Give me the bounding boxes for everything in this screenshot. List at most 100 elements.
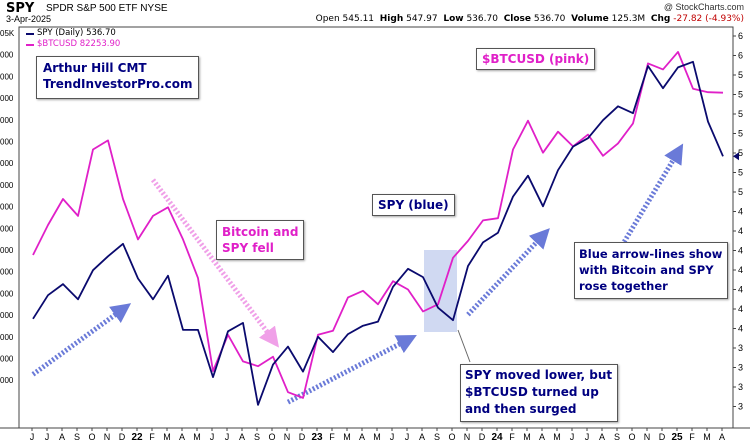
x-tick-label: S [74,432,80,442]
x-tick-label: M [703,432,711,442]
arrow-up-2023 [286,334,417,405]
right-tick-label: 5 [738,109,743,119]
right-tick-label: 5 [738,129,743,139]
trend-arrows [31,143,684,405]
right-tick-label: 3 [738,382,743,392]
x-tick-label: A [419,432,425,442]
left-tick-label: 000 [0,51,14,60]
x-tick-label: A [599,432,605,442]
arrow-down-2022 [151,178,280,348]
chart-legend: SPY (Daily) 536.70 $BTCUSD 82253.90 [26,28,120,50]
left-tick-label: 000 [0,224,14,233]
moved-note-box: SPY moved lower, but $BTCUSD turned up a… [460,364,619,422]
left-tick-label: 000 [0,72,14,81]
divergence-highlight [424,250,471,363]
moved-note-line-1: SPY moved lower, but [465,368,613,382]
x-tick-label: S [434,432,440,442]
x-tick-label: J [390,432,395,442]
x-tick-label: J [45,432,50,442]
legend-label-btc: $BTCUSD 82253.90 [37,39,121,49]
right-tick-label: 6 [738,51,743,61]
chart-header: SPY SPDR S&P 500 ETF NYSE @ StockCharts.… [0,0,750,26]
x-tick-label: F [329,432,335,442]
volume-value: 125.3M [611,14,646,24]
right-tick-label: 3 [738,343,743,353]
left-tick-label: 000 [0,311,14,320]
x-tick-label: D [479,432,486,442]
right-tick-label: 4 [738,324,743,334]
fell-note-line-2: SPY fell [222,241,274,255]
right-tick-label: 3 [738,402,743,412]
spy-label-box: SPY (blue) [372,194,455,216]
x-tick-label: N [644,432,651,442]
author-line-2: TrendInvestorPro.com [43,77,193,91]
left-tick-label: 000 [0,246,14,255]
legend-label-spy: SPY (Daily) 536.70 [37,28,116,38]
btc-series-line [32,51,724,399]
right-tick-label: 5 [738,148,743,158]
left-tick-label: 000 [0,289,14,298]
author-box: Arthur Hill CMT TrendInvestorPro.com [36,56,200,99]
chg-label: Chg [650,14,671,24]
x-tick-label: F [509,432,515,442]
right-tick-label: 5 [738,168,743,178]
quote-summary: Open 545.11 High 547.97 Low 536.70 Close… [316,14,744,24]
x-tick-label: M [523,432,531,442]
x-tick-label: 24 [491,432,503,443]
x-tick-label: D [659,432,666,442]
x-tick-label: F [149,432,155,442]
price-lines [32,51,739,406]
x-tick-label: J [30,432,35,442]
legend-swatch-btc [26,43,34,46]
left-tick-label: 000 [0,355,14,364]
arrows-note-box: Blue arrow-lines show with Bitcoin and S… [574,242,729,299]
fell-note-line-1: Bitcoin and [222,225,299,239]
low-label: Low [443,14,464,24]
security-name: SPDR S&P 500 ETF NYSE [46,3,168,14]
chart-axes [0,26,750,429]
x-tick-label: 22 [131,432,143,443]
close-label: Close [503,14,532,24]
btc-label-text: $BTCUSD (pink) [482,52,590,66]
x-tick-label: S [614,432,620,442]
arrow-up-2025 [615,143,684,254]
right-tick-label: 4 [738,304,743,314]
high-value: 547.97 [406,14,438,24]
open-value: 545.11 [342,14,375,24]
x-tick-label: D [299,432,306,442]
arrow-up-2021 [31,303,132,377]
x-tick-label: N [104,432,111,442]
right-tick-label: 5 [738,70,743,80]
left-tick-label: 000 [0,268,14,277]
x-tick-label: S [254,432,260,442]
x-tick-label: 23 [311,432,323,443]
x-tick-label: D [119,432,126,442]
last-price-marker [733,152,739,161]
x-tick-label: M [163,432,171,442]
left-tick-label: 000 [0,203,14,212]
volume-label: Volume [571,14,609,24]
right-tick-label: 5 [738,187,743,197]
right-tick-label: 4 [738,207,743,217]
right-tick-label: 3 [738,363,743,373]
x-tick-label: A [179,432,185,442]
right-tick-label: 6 [738,31,743,41]
x-tick-label: J [570,432,575,442]
author-line-1: Arthur Hill CMT [43,61,147,75]
x-tick-label: 25 [671,432,683,443]
pointer-line [457,329,471,363]
x-axis-ticks: J J A S O N D 22 F M A M J J A S O N D 23 F M A M J J A S O N D 24 F M A M J… [30,428,725,443]
btc-label-box: $BTCUSD (pink) [476,48,596,70]
copyright-text: @ StockCharts.com [663,2,744,12]
chg-value: -27.82 (-4.93%) [673,14,744,24]
right-tick-label: 4 [738,285,743,295]
spy-label-text: SPY (blue) [378,198,449,212]
x-tick-label: J [225,432,230,442]
x-tick-label: M [193,432,201,442]
right-axis-ticks: 6 6 5 5 5 5 5 5 5 4 4 4 4 4 4 4 3 3 3 3 [733,31,743,412]
x-tick-label: J [210,432,215,442]
left-axis-ticks: 05K 000 000 000 000 000 000 000 000 000 000 000 000 0… [0,29,15,385]
x-tick-label: J [405,432,410,442]
x-tick-label: M [373,432,381,442]
